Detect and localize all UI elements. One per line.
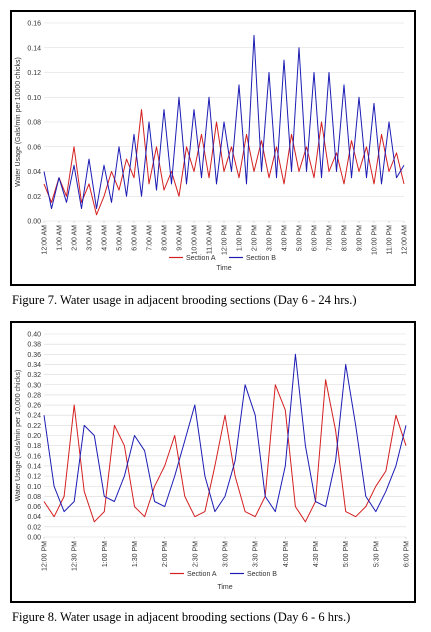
chart-1-svg: 0.00 0.02 0.04 0.06 0.08 0.10 0.12 0.14 0.16 12:0… <box>15 21 409 273</box>
series-line-section-a <box>43 379 407 523</box>
y-tick-label: 0.10 <box>27 484 41 491</box>
series-line-section-b <box>43 34 405 210</box>
x-tick-label: 11:00 AM <box>207 225 214 254</box>
chart-figure-7: 0.00 0.02 0.04 0.06 0.08 0.10 0.12 0.14 0.16 12:0… <box>10 10 416 286</box>
x-tick-label: 2:00 AM <box>72 225 79 251</box>
x-tick-label: 4:00 AM <box>102 225 109 251</box>
y-tick-label: 0.16 <box>27 453 41 460</box>
x-tick-label: 12:00 PM <box>42 541 49 571</box>
x-tick-label: 5:30 PM <box>373 541 380 567</box>
y-tick-label: 0.12 <box>27 474 41 481</box>
y-tick-label: 0.22 <box>27 423 41 430</box>
y-tick-label: 0.14 <box>27 463 41 470</box>
y-tick-label: 0.10 <box>27 95 41 102</box>
x-tick-label: 4:30 PM <box>313 541 320 567</box>
x-tick-label: 10:00 PM <box>372 225 379 255</box>
x-tick-label: 4:00 PM <box>283 541 290 567</box>
x-tick-label: 11:00 PM <box>387 225 394 255</box>
x-tick-label: 7:00 PM <box>327 225 334 251</box>
x-tick-label: 8:00 AM <box>162 225 169 251</box>
x-tick-label: 1:30 PM <box>132 541 139 567</box>
chart-figure-8: 0.00 0.02 0.04 0.06 0.08 0.10 0.12 0.14 0.16 0.18… <box>10 321 416 603</box>
x-tick-label: 1:00 PM <box>237 225 244 251</box>
y-tick-label: 0.04 <box>27 169 41 176</box>
legend-label: Section B <box>247 571 277 578</box>
y-tick-label: 0.34 <box>27 362 41 369</box>
x-axis-title: Time <box>217 584 232 591</box>
x-tick-label: 12:00 PM <box>222 225 229 255</box>
y-tick-label: 0.18 <box>27 443 41 450</box>
y-tick-label: 0.08 <box>27 120 41 127</box>
legend-label: Section B <box>246 255 276 262</box>
chart-2-svg: 0.00 0.02 0.04 0.06 0.08 0.10 0.12 0.14 0.16 0.18… <box>15 332 411 592</box>
legend-label: Section A <box>187 571 217 578</box>
y-tick-label: 0.06 <box>27 504 41 511</box>
x-tick-label: 9:00 PM <box>357 225 364 251</box>
legend-label: Section A <box>186 255 216 262</box>
x-tick-label: 2:30 PM <box>192 541 199 567</box>
x-tick-label: 3:00 AM <box>87 225 94 251</box>
y-tick-label: 0.14 <box>27 45 41 52</box>
x-tick-label: 7:00 AM <box>147 225 154 251</box>
x-tick-label: 2:00 PM <box>162 541 169 567</box>
series-line-section-b <box>43 353 407 513</box>
x-tick-label: 3:00 PM <box>223 541 230 567</box>
series-line-section-a <box>43 109 405 216</box>
y-tick-label: 0.40 <box>27 332 41 339</box>
x-tick-label: 8:00 PM <box>342 225 349 251</box>
y-tick-label: 0.28 <box>27 392 41 399</box>
y-tick-label: 0.16 <box>27 21 41 28</box>
x-tick-label: 12:00 AM <box>42 225 49 255</box>
x-tick-label: 12:00 AM <box>402 225 409 255</box>
x-tick-label: 5:00 AM <box>117 225 124 251</box>
y-tick-label: 0.30 <box>27 382 41 389</box>
x-tick-label: 1:00 AM <box>57 225 64 251</box>
y-tick-label: 0.06 <box>27 144 41 151</box>
x-tick-label: 3:30 PM <box>253 541 260 567</box>
y-axis-title: Water Usage (Gals/min per 10000 chicks) <box>15 57 22 187</box>
x-tick-label: 9:00 AM <box>177 225 184 251</box>
x-tick-label: 3:00 PM <box>267 225 274 251</box>
y-tick-label: 0.04 <box>27 514 41 521</box>
x-tick-label: 6:00 AM <box>132 225 139 251</box>
y-axis-title: Water Usage (Gals/min per 10,000 chicks) <box>15 370 22 502</box>
x-tick-label: 4:00 PM <box>282 225 289 251</box>
y-tick-label: 0.00 <box>27 219 41 226</box>
y-tick-label: 0.20 <box>27 433 41 440</box>
x-tick-label: 5:00 PM <box>297 225 304 251</box>
x-tick-label: 1:00 PM <box>102 541 109 567</box>
y-tick-label: 0.36 <box>27 352 41 359</box>
x-tick-label: 5:00 PM <box>343 541 350 567</box>
figure-8-caption: Figure 8. Water usage in adjacent broodi… <box>12 610 351 624</box>
y-tick-label: 0.26 <box>27 403 41 410</box>
y-tick-label: 0.02 <box>27 194 41 201</box>
y-tick-label: 0.02 <box>27 524 41 531</box>
y-tick-label: 0.12 <box>27 70 41 77</box>
y-tick-label: 0.08 <box>27 494 41 501</box>
y-tick-label: 0.24 <box>27 413 41 420</box>
x-tick-label: 6:00 PM <box>404 541 411 567</box>
x-axis-title: Time <box>216 265 231 272</box>
x-tick-label: 12:30 PM <box>72 541 79 571</box>
figure-7-caption: Figure 7. Water usage in adjacent broodi… <box>12 293 357 307</box>
y-tick-label: 0.38 <box>27 342 41 349</box>
x-tick-label: 10:00 AM <box>192 225 199 255</box>
y-tick-label: 0.00 <box>27 535 41 542</box>
x-tick-label: 6:00 PM <box>312 225 319 251</box>
y-tick-label: 0.32 <box>27 372 41 379</box>
x-tick-label: 2:00 PM <box>252 225 259 251</box>
